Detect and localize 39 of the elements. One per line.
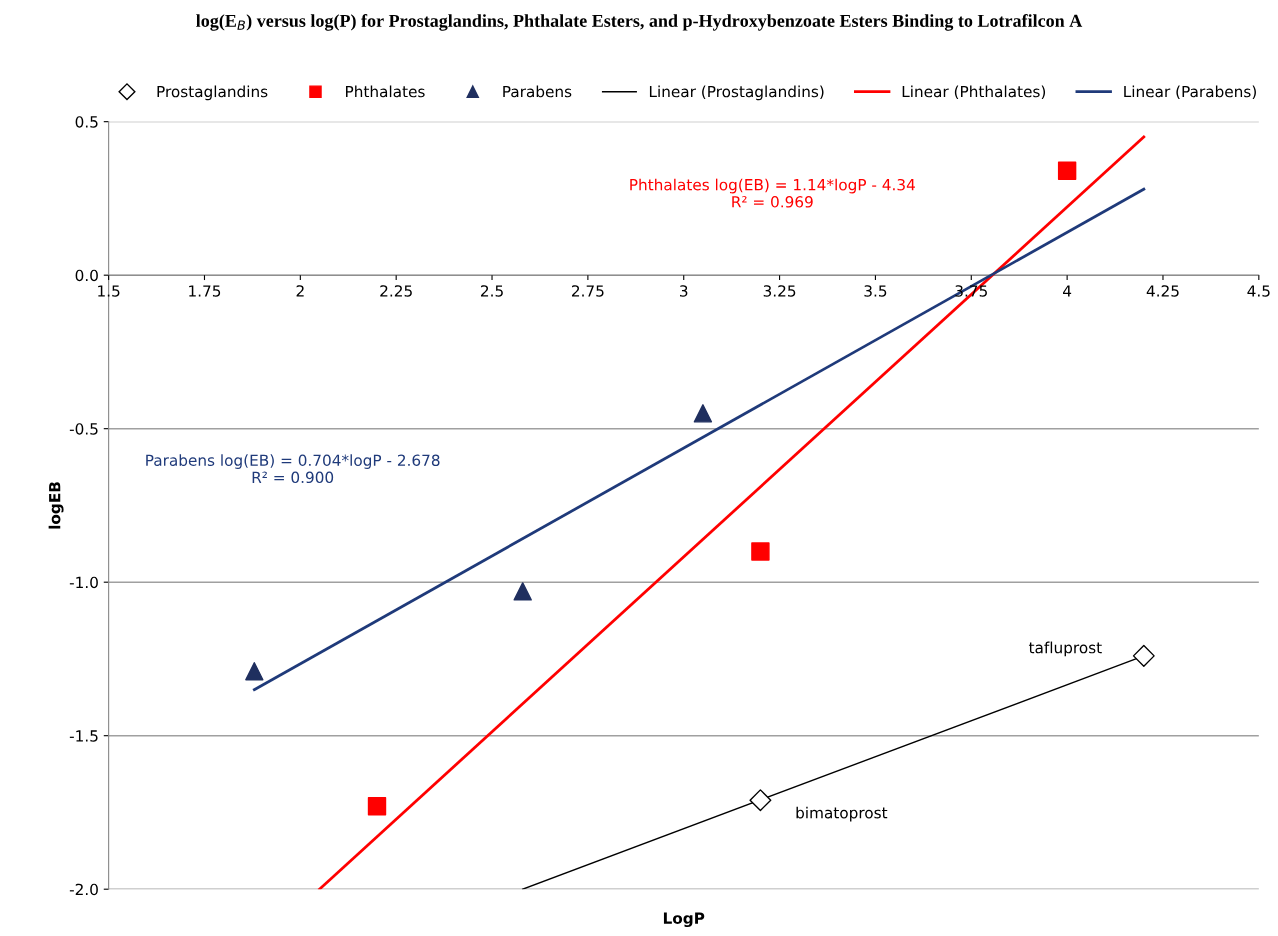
point (693, 404, 713, 423)
y-tick-label: 0.0 (75, 269, 98, 282)
point (367, 797, 387, 816)
x-tick-label: 2.75 (571, 285, 604, 297)
legend-label: Parabens (503, 85, 572, 98)
point (751, 542, 770, 561)
legend-label: Linear (Prostaglandins) (649, 85, 824, 101)
x-tick-label: 2.25 (380, 285, 412, 297)
x-tick-label: 2.5 (481, 285, 503, 297)
x-tick-label: 4 (1063, 285, 1072, 297)
y-tick-label: -2.0 (69, 883, 98, 896)
point (513, 582, 532, 601)
legend-label: Linear (Parabens) (1124, 85, 1256, 100)
x-axis-title: LogP (663, 912, 705, 928)
y-axis-title: logEB (48, 482, 64, 529)
legend-label: Prostaglandins (157, 85, 268, 101)
point (1057, 161, 1077, 181)
x-tick-label: 1.5 (98, 285, 120, 297)
x-tick-label: 3 (680, 285, 688, 297)
legend-label: Linear (Phthalates) (902, 85, 1046, 100)
x-tick-label: 4.5 (1247, 285, 1270, 297)
annotation: Phthalates log(EB) = 1.14*logP - 4.34 R² = 0.969 (630, 178, 915, 208)
x-tick-label: 4.25 (1146, 285, 1179, 297)
legend-label: Phthalates (346, 85, 425, 98)
annotation: bimatoprost (796, 806, 888, 822)
point (245, 662, 264, 681)
annotation: Parabens log(EB) = 0.704*logP - 2.678 R² = 0.900 (146, 454, 440, 484)
y-tick-label: -0.5 (69, 423, 98, 435)
x-tick-label: 3.5 (864, 285, 887, 297)
y-tick-label: -1.5 (69, 730, 98, 742)
y-tick-label: -1.0 (69, 576, 98, 589)
y-tick-label: 0.5 (75, 116, 98, 128)
point (1132, 644, 1155, 667)
chart-title: log(E$_{B}$) versus log(P) for Prostaglandins, Phthalate Esters, and p-Hydroxybenzoate Esters Binding to Lotrafilcon A (196, 14, 1083, 31)
x-tick-label: 3.25 (763, 285, 796, 297)
annotation: tafluprost (1028, 641, 1102, 657)
x-tick-label: 1.75 (189, 285, 221, 297)
point (749, 789, 772, 812)
x-tick-label: 2 (296, 285, 304, 297)
